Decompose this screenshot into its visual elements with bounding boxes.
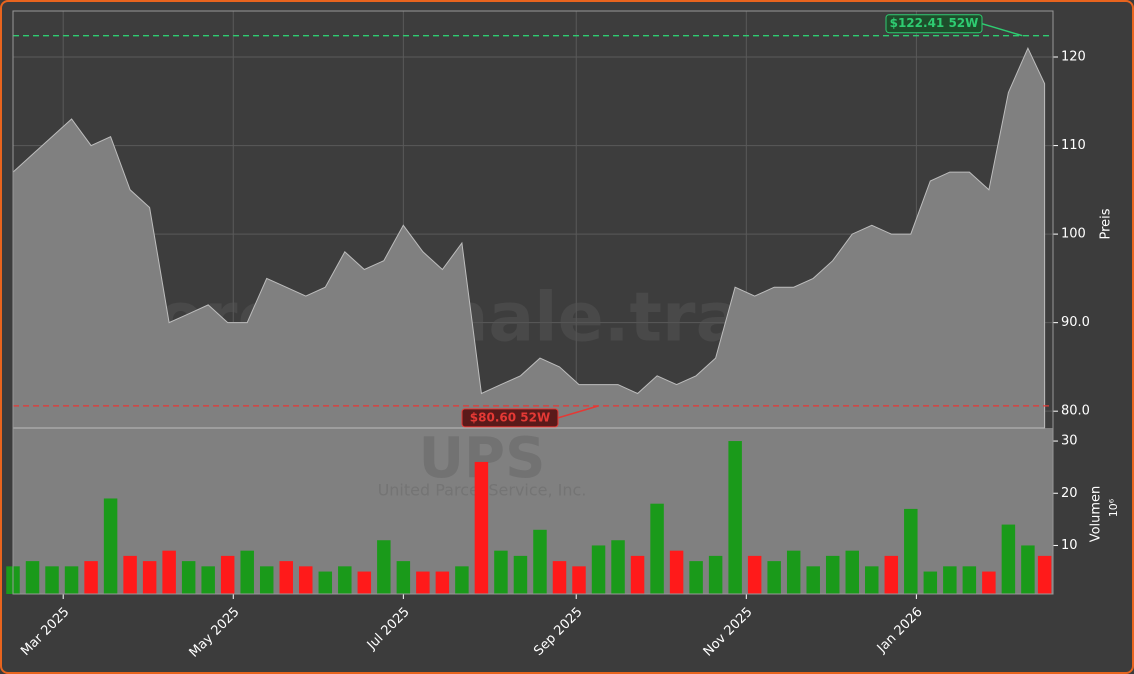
volume-bar: [416, 571, 430, 594]
volume-bar: [825, 555, 840, 594]
volume-bar: [552, 561, 567, 594]
volume-bar: [669, 550, 684, 594]
volume-bar: [240, 550, 254, 594]
volume-bar: [708, 555, 723, 594]
volume-bar: [689, 561, 703, 594]
volume-bar: [396, 561, 411, 594]
volume-bar: [474, 461, 489, 594]
annotation-box: [461, 408, 559, 428]
volume-bar: [572, 566, 586, 594]
volume-bar: [494, 550, 508, 594]
y-tick-label: 120: [1061, 50, 1086, 65]
price-area: [12, 46, 1046, 429]
volume-bar: [611, 540, 625, 594]
annotation-label: $80.60 52W: [470, 410, 550, 424]
x-tick-label: Mar 2025: [18, 605, 72, 659]
x-tick-label: May 2025: [187, 605, 243, 661]
volume-bar: [865, 566, 879, 594]
volume-bar: [181, 561, 196, 594]
volume-bar: [533, 529, 547, 594]
volume-bar: [84, 561, 98, 594]
x-tick-label: Sep 2025: [531, 605, 585, 659]
volume-bar: [650, 503, 664, 594]
volume-bar: [747, 555, 762, 594]
volume-bar: [142, 561, 157, 594]
y2-axis-label: Volumen: [1089, 486, 1104, 543]
volume-bar: [318, 571, 333, 594]
y-tick-label: 110: [1061, 138, 1086, 153]
y-tick-label: 90.0: [1061, 315, 1090, 330]
volume-bar: [904, 508, 918, 594]
annotation-arrow: [981, 22, 1023, 37]
plot-frame: [12, 10, 1054, 595]
volume-bar: [338, 566, 352, 594]
volume-bar: [162, 550, 176, 594]
volume-bar: [279, 561, 293, 594]
volume-bar: [25, 561, 40, 594]
volume-bar: [806, 566, 820, 594]
volume-bar: [630, 555, 645, 594]
volume-bar: [455, 566, 469, 594]
y2-tick-label: 20: [1061, 486, 1078, 501]
y2-unit: 10⁶: [1107, 498, 1120, 517]
volume-bar: [943, 566, 957, 594]
volume-bar: [103, 498, 118, 594]
annotation-box: [885, 14, 983, 34]
x-tick-label: Nov 2025: [701, 605, 756, 660]
volume-bar: [1037, 555, 1052, 594]
y-tick-label: 80.0: [1061, 404, 1090, 419]
volume-bar: [357, 571, 372, 594]
annotation-label: $122.41 52W: [890, 16, 979, 30]
volume-bar: [1001, 524, 1016, 594]
annotation-arrow: [557, 405, 599, 419]
x-tick-label: Jul 2025: [364, 605, 413, 654]
volume-bar: [220, 555, 235, 594]
volume-bar: [201, 566, 215, 594]
volume-bar: [377, 540, 391, 594]
volume-bar: [728, 441, 742, 594]
volume-bar: [923, 571, 938, 594]
y2-tick-label: 30: [1061, 434, 1078, 449]
y2-tick-label: 10: [1061, 538, 1078, 553]
volume-bar: [299, 566, 313, 594]
volume-bar: [513, 555, 528, 594]
y-axis-label: Preis: [1099, 208, 1114, 239]
volume-bar: [64, 566, 79, 594]
volume-bar: [767, 561, 781, 594]
volume-bar: [962, 566, 977, 594]
volume-bar: [845, 550, 859, 594]
volume-bar: [1021, 545, 1035, 594]
volume-bar: [982, 571, 996, 594]
volume-bar: [45, 566, 59, 594]
volume-bar: [884, 555, 899, 594]
y-tick-label: 100: [1061, 227, 1086, 242]
volume-bar: [435, 571, 450, 594]
volume-bar: [123, 555, 137, 594]
volume-bar: [786, 550, 801, 594]
volume-bar: [259, 566, 274, 594]
volume-bar: [591, 545, 606, 594]
x-tick-label: Jan 2026: [874, 605, 926, 657]
